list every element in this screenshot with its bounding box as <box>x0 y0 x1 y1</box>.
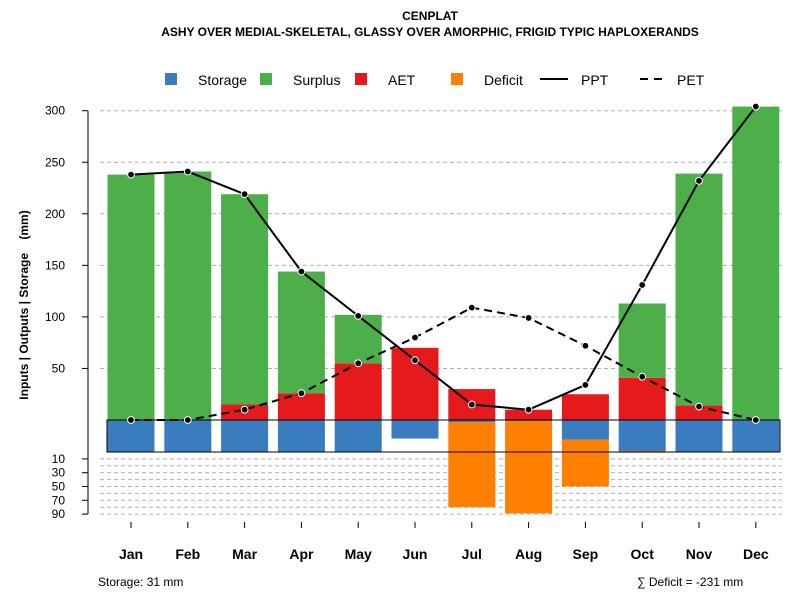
x-tick-label: Mar <box>232 546 257 562</box>
chart-title: CENPLAT <box>402 9 458 23</box>
storage-capacity-box <box>106 419 781 453</box>
x-tick-label: Oct <box>631 546 655 562</box>
legend-label-storage: Storage <box>198 72 247 88</box>
y-tick-label: 250 <box>45 155 65 169</box>
legend-label-aet: AET <box>388 72 416 88</box>
ppt-point <box>581 381 590 389</box>
aet-bar <box>561 394 609 420</box>
pet-point <box>354 359 363 368</box>
surplus-bar <box>107 174 155 420</box>
legend-label-surplus: Surplus <box>293 72 340 88</box>
surplus-bar <box>675 173 723 406</box>
storage-bar <box>448 420 496 423</box>
deficit-bar <box>505 421 553 514</box>
pet-point <box>127 416 135 424</box>
x-tick-label: May <box>345 546 372 562</box>
ppt-point <box>695 176 703 185</box>
legend-label-pet: PET <box>677 72 705 88</box>
pet-line <box>131 306 757 421</box>
pet-point <box>411 333 419 342</box>
storage-bar <box>732 420 780 452</box>
x-tick-label: Apr <box>289 546 314 562</box>
pet-point <box>751 416 760 424</box>
surplus-bar <box>164 171 212 420</box>
chart-subtitle: ASHY OVER MEDIAL-SKELETAL, GLASSY OVER A… <box>161 25 699 39</box>
storage-bar <box>561 420 609 440</box>
surplus-bar <box>221 194 269 405</box>
x-tick-label: Jul <box>462 546 482 562</box>
y-tick-label: 100 <box>45 310 65 324</box>
ppt-line <box>130 105 757 411</box>
pet-point <box>467 303 476 312</box>
storage-bar <box>334 420 382 452</box>
legend-swatch-aet <box>355 73 367 85</box>
x-tick-label: Nov <box>686 546 713 562</box>
aet-bar <box>618 377 666 420</box>
y-tick-label: 90 <box>52 507 66 521</box>
storage-bar <box>505 420 553 422</box>
storage-bar <box>391 420 439 439</box>
ppt-point <box>240 190 249 199</box>
pet-point <box>524 314 533 322</box>
x-tick-label: Aug <box>515 546 542 562</box>
storage-bar <box>164 420 212 452</box>
storage-annotation: Storage: 31 mm <box>98 575 184 589</box>
storage-bar <box>618 420 666 451</box>
legend-label-deficit: Deficit <box>484 72 523 88</box>
ppt-point <box>751 102 760 111</box>
legend-swatch-surplus <box>260 73 272 85</box>
x-tick-label: Jun <box>403 546 428 562</box>
deficit-bar <box>561 439 609 487</box>
pet-point <box>297 389 306 398</box>
legend-swatch-deficit <box>451 73 463 85</box>
y-tick-label: 10 <box>52 452 66 466</box>
ppt-point <box>638 281 647 289</box>
x-tick-label: Jan <box>119 546 143 562</box>
pet-point <box>240 405 249 414</box>
storage-bar <box>107 420 155 452</box>
pet-point <box>638 372 647 381</box>
x-tick-label: Sep <box>573 546 599 562</box>
ppt-point <box>354 311 363 320</box>
ppt-point <box>183 167 192 176</box>
y-tick-label: 30 <box>52 466 66 480</box>
aet-bar <box>334 363 382 420</box>
y-axis-label: Inputs | Outputs | Storage (mm) <box>17 210 31 399</box>
surplus-bar <box>732 106 780 421</box>
ppt-point <box>127 170 135 179</box>
ppt-point <box>297 267 306 276</box>
storage-bar <box>675 420 723 452</box>
legend-label-ppt: PPT <box>581 72 609 88</box>
x-tick-label: Feb <box>175 546 200 562</box>
y-tick-label: 70 <box>52 493 66 507</box>
y-tick-label: 50 <box>52 480 66 494</box>
surplus-bar <box>618 303 666 378</box>
ppt-point <box>411 356 419 365</box>
ppt-point <box>524 405 533 414</box>
y-tick-label: 300 <box>45 104 65 118</box>
ppt-point <box>467 400 476 409</box>
storage-bar <box>221 420 269 452</box>
surplus-bar <box>277 271 325 394</box>
aet-bar <box>505 409 553 420</box>
y-tick-label: 150 <box>45 258 65 272</box>
pet-point <box>183 416 192 424</box>
y-tick-label: 200 <box>45 207 65 221</box>
x-tick-label: Dec <box>743 546 769 562</box>
legend-swatch-storage <box>165 73 177 85</box>
surplus-bar <box>334 314 382 364</box>
storage-bar <box>277 420 325 452</box>
deficit-annotation: ∑ Deficit = -231 mm <box>637 575 744 589</box>
y-tick-label: 50 <box>52 361 66 375</box>
pet-point <box>695 402 703 411</box>
pet-point <box>581 341 590 350</box>
deficit-bar <box>448 422 496 508</box>
